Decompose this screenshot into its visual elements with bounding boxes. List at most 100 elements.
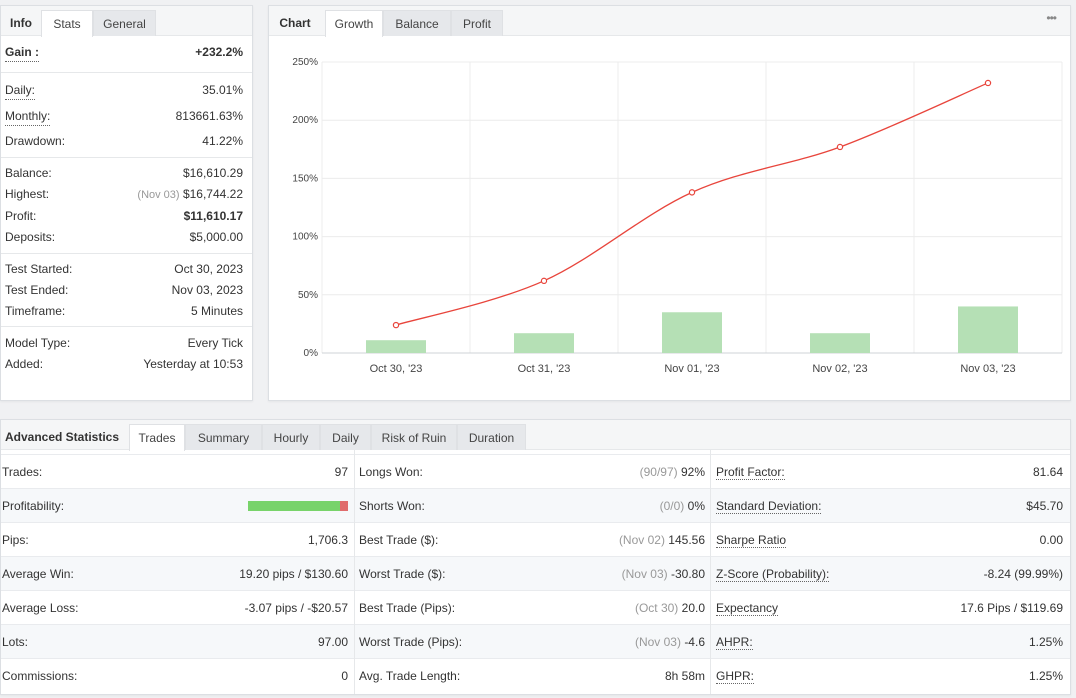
drawdown-label: Drawdown: — [5, 134, 66, 148]
stat-value: 1.25% — [1029, 625, 1063, 659]
y-tick-label: 100% — [292, 232, 318, 243]
daily-value: 35.01% — [202, 83, 243, 97]
stat-date: (Oct 30) — [634, 601, 679, 615]
timeframe-value: 5 Minutes — [190, 304, 243, 318]
timeframe-label: Timeframe: — [5, 304, 66, 318]
stat-date: (Nov 03) — [634, 635, 681, 649]
tab-info[interactable]: Info — [10, 16, 32, 30]
bar — [958, 306, 1018, 353]
monthly-value: 813661.63% — [175, 109, 243, 123]
stat-value: (90/97) 92% — [640, 455, 705, 489]
stat-value-text: 20.0 — [681, 601, 705, 615]
stat-cell: GHPR: 1.25% — [716, 659, 1063, 693]
tab-duration[interactable]: Duration — [457, 424, 526, 450]
x-tick-label: Nov 03, '23 — [960, 363, 1015, 375]
stat-label: Shorts Won: — [359, 499, 425, 513]
stat-value-text: 17.6 Pips / $119.69 — [960, 601, 1063, 615]
stat-value: 97.00 — [318, 625, 348, 659]
stat-cell: Worst Trade ($): (Nov 03) -30.80 — [359, 557, 705, 591]
data-point — [540, 277, 548, 285]
stat-label: Commissions: — [2, 669, 78, 683]
stat-value: (Nov 03) -30.80 — [622, 557, 705, 591]
test-started-row: Test Started: Oct 30, 2023 — [5, 260, 243, 278]
stat-label: Worst Trade ($): — [359, 567, 446, 581]
tab-stats[interactable]: Stats — [41, 10, 93, 37]
test-ended-label: Test Ended: — [5, 283, 69, 297]
stat-value-text: 92% — [680, 465, 705, 479]
stat-value: 81.64 — [1033, 455, 1063, 489]
tab-risk-of-ruin[interactable]: Risk of Ruin — [371, 424, 457, 450]
y-tick-label: 50% — [298, 290, 318, 301]
stat-value: -8.24 (99.99%) — [984, 557, 1063, 591]
stat-cell: Profitability: — [2, 489, 348, 523]
tab-balance[interactable]: Balance — [383, 10, 451, 36]
tab-summary[interactable]: Summary — [185, 424, 262, 450]
stat-cell: Pips: 1,706.3 — [2, 523, 348, 557]
stat-label: Longs Won: — [359, 465, 423, 479]
added-value: Yesterday at 10:53 — [143, 357, 243, 371]
tab-growth[interactable]: Growth — [325, 10, 383, 37]
stat-value: 19.20 pips / $130.60 — [239, 557, 348, 591]
table-row: Lots: 97.00 Worst Trade (Pips): (Nov 03) -4… — [1, 624, 1070, 658]
added-row: Added: Yesterday at 10:53 — [5, 355, 243, 373]
stat-cell: Lots: 97.00 — [2, 625, 348, 659]
monthly-label[interactable]: Monthly: — [5, 107, 51, 126]
stat-value: 97 — [335, 455, 348, 489]
stat-value: $45.70 — [1026, 489, 1063, 523]
more-menu-icon[interactable]: ••• — [1046, 11, 1057, 25]
daily-label[interactable]: Daily: — [5, 81, 36, 100]
stat-label[interactable]: Standard Deviation: — [716, 499, 822, 514]
balance-row: Balance: $16,610.29 — [5, 164, 243, 182]
info-panel: Info Stats General Gain : +232.2% Daily:… — [0, 5, 253, 401]
stat-label[interactable]: Expectancy — [716, 601, 779, 616]
stat-value-text: 19.20 pips / $130.60 — [239, 567, 348, 581]
x-tick-label: Oct 30, '23 — [370, 363, 423, 375]
growth-line — [395, 82, 989, 326]
daily-row: Daily: 35.01% — [5, 81, 243, 100]
stat-value: -3.07 pips / -$20.57 — [245, 591, 348, 625]
tab-chart[interactable]: Chart — [279, 16, 311, 30]
table-row: Pips: 1,706.3 Best Trade ($): (Nov 02) 145.… — [1, 522, 1070, 556]
profit-row: Profit: $11,610.17 — [5, 207, 243, 225]
test-started-label: Test Started: — [5, 262, 73, 276]
growth-chart: 0% 50% 100% 150% 200% 250% Oct 30, '23 Oct 31, … — [292, 57, 1063, 375]
chart-tabs: Chart Growth Balance Profit ••• — [269, 6, 1070, 37]
stat-value-text: 81.64 — [1032, 465, 1063, 479]
trade-stats-table: Trades: 97 Longs Won: (90/97) 92% Profit Fac… — [1, 454, 1070, 694]
tab-trades[interactable]: Trades — [129, 424, 185, 451]
x-tick-label: Oct 31, '23 — [518, 363, 571, 375]
stat-label[interactable]: Sharpe Ratio — [716, 533, 787, 548]
test-ended-row: Test Ended: Nov 03, 2023 — [5, 281, 243, 299]
tab-profit[interactable]: Profit — [451, 10, 503, 36]
tab-general[interactable]: General — [93, 10, 156, 36]
table-row: Average Win: 19.20 pips / $130.60 Worst Tr… — [1, 556, 1070, 590]
tab-daily[interactable]: Daily — [320, 424, 371, 450]
stat-value-text: 1.25% — [1028, 669, 1063, 683]
table-row: Commissions: 0 Avg. Trade Length: 8h 58m GHP… — [1, 658, 1070, 692]
stat-label[interactable]: GHPR: — [716, 669, 755, 684]
stat-label: Trades: — [2, 465, 43, 479]
bar — [366, 340, 426, 353]
data-point — [688, 189, 696, 196]
stat-value-text: -4.6 — [684, 635, 705, 649]
stat-label: Pips: — [2, 533, 29, 547]
stat-cell: Profit Factor: 81.64 — [716, 455, 1063, 489]
bar — [514, 333, 574, 353]
stat-value: 1,706.3 — [308, 523, 348, 557]
stat-cell: Worst Trade (Pips): (Nov 03) -4.6 — [359, 625, 705, 659]
y-tick-label: 250% — [292, 57, 318, 68]
stat-label: Best Trade (Pips): — [359, 601, 456, 615]
gain-label[interactable]: Gain : — [5, 43, 40, 62]
divider — [1, 326, 252, 327]
tab-hourly[interactable]: Hourly — [262, 424, 320, 450]
stat-label: Average Win: — [2, 567, 74, 581]
profit-value: $11,610.17 — [183, 209, 243, 223]
stat-label[interactable]: Z-Score (Probability): — [716, 567, 830, 582]
stat-label[interactable]: AHPR: — [716, 635, 753, 650]
highest-date: (Nov 03) — [137, 189, 180, 201]
divider — [1, 253, 252, 254]
stat-value: 17.6 Pips / $119.69 — [960, 591, 1063, 625]
stat-label[interactable]: Profit Factor: — [716, 465, 785, 480]
y-tick-label: 150% — [292, 173, 318, 184]
stat-cell: Expectancy 17.6 Pips / $119.69 — [716, 591, 1063, 625]
